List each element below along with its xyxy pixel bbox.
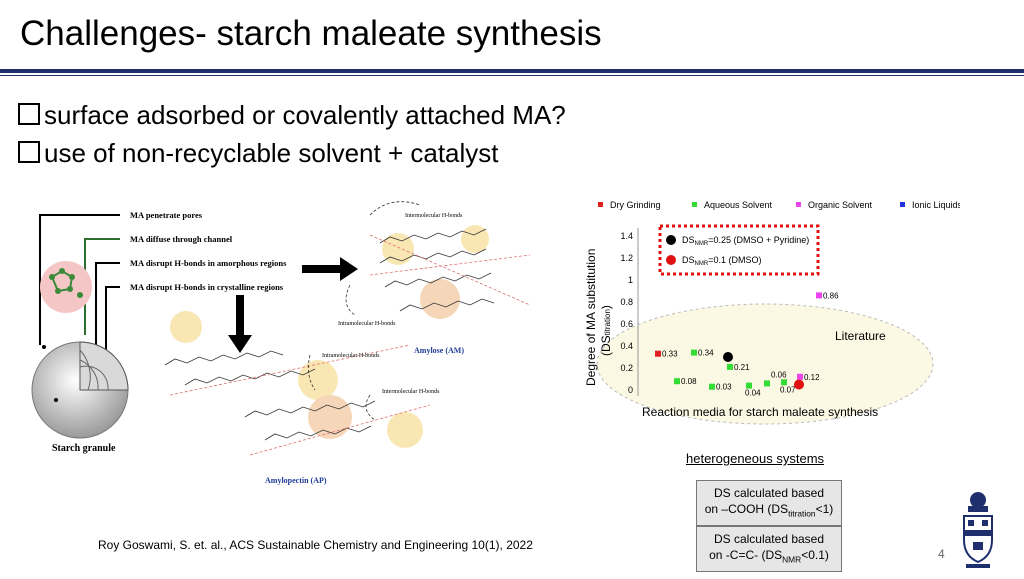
data-label-3: 0.03 (716, 383, 732, 392)
legend-label-3: Ionic Liquids (912, 200, 960, 210)
highlight-red-marker (666, 255, 676, 265)
hbond-label-1: Intermolecular H-bonds (405, 213, 463, 219)
data-label-1: 0.08 (681, 377, 697, 386)
data-point-1 (674, 378, 680, 385)
data-point-5 (746, 382, 752, 389)
title-rule (0, 69, 1024, 73)
ds-titration-line2: on –COOH (DStitration<1) (704, 502, 834, 519)
data-label-5: 0.04 (745, 389, 761, 398)
highlight-legend: DSNMR=0.25 (DMSO + Pyridine) DSNMR=0.1 (… (666, 235, 809, 267)
ds-scatter-chart: Dry Grinding Aqueous Solvent Organic Solve… (584, 200, 960, 425)
bullet-1-text: surface adsorbed or covalently attached … (44, 100, 566, 130)
x-axis-label: Reaction media for starch maleate synthe… (642, 405, 878, 419)
hbond-label-4: Intermolecular H-bonds (382, 389, 440, 395)
y-axis-sublabel: (DStitration) (599, 305, 613, 356)
granule-label: Starch granule (52, 443, 116, 454)
legend-label-0: Dry Grinding (610, 200, 661, 210)
amylopectin-structure (164, 311, 431, 456)
chart-legend: Dry Grinding Aqueous Solvent Organic Solve… (598, 200, 960, 210)
literature-region (596, 303, 934, 425)
data-point-6 (764, 380, 770, 387)
arrow-right-icon (302, 257, 358, 281)
mechanism-label-2: MA diffuse through channel (130, 234, 233, 244)
hbond-label-3: Intramolecular H-bonds (322, 353, 380, 359)
title-rule-thin (0, 75, 1024, 76)
mechanism-label-1: MA penetrate pores (130, 210, 203, 220)
y-tick-label-7: 1.4 (620, 231, 633, 241)
y-tick-label-0: 0 (628, 385, 633, 395)
highlight-box (658, 224, 820, 276)
heterogeneous-label: heterogeneous systems (686, 451, 825, 466)
starch-mechanism-figure: MA penetrate pores MA diffuse through ch… (31, 201, 531, 485)
highlight-black-marker (666, 235, 676, 245)
data-point-8 (797, 373, 803, 380)
y-tick-label-4: 0.8 (620, 297, 633, 307)
bullet-1: surface adsorbed or covalently attached … (18, 100, 566, 131)
y-tick-label-3: 0.6 (620, 319, 633, 329)
citation: Roy Goswami, S. et. al., ACS Sustainable… (98, 538, 533, 552)
data-point-2 (691, 349, 697, 356)
ma-molecule-icon (40, 261, 92, 313)
data-label-9: 0.86 (823, 291, 839, 300)
data-point-9 (816, 292, 822, 299)
hbond-label-2: Intramolecular H-bonds (338, 321, 396, 327)
starch-granule-icon (31, 341, 129, 439)
data-point-3 (709, 383, 715, 390)
university-crest-logo (963, 492, 993, 568)
data-point-7 (781, 379, 787, 386)
y-axis-label: Degree of MA substitution (584, 249, 598, 386)
amylopectin-label: Amylopectin (AP) (265, 476, 327, 485)
data-points: 0.33 0.08 0.34 0.03 0.21 0.04 0.06 0.07 0.12 0.86 (655, 291, 839, 398)
data-label-2: 0.34 (698, 349, 714, 358)
y-tick-label-1: 0.2 (620, 363, 633, 373)
mechanism-labels: MA penetrate pores MA diffuse through ch… (130, 210, 287, 292)
legend-swatch-3 (900, 202, 905, 207)
ds-nmr-line1: DS calculated based (713, 532, 825, 546)
legend-label-2: Organic Solvent (808, 200, 873, 210)
data-label-4: 0.21 (734, 363, 750, 372)
checkbox-icon (18, 103, 40, 125)
amylose-label: Amylose (AM) (414, 346, 464, 355)
bullet-2-text: use of non-recyclable solvent + catalyst (44, 138, 499, 168)
y-tick-labels: 0 0.2 0.4 0.6 0.8 1 1.2 1.4 (620, 231, 633, 395)
arrow-down-icon (228, 295, 252, 353)
ds-nmr-box: DS calculated based on -C=C- (DSNMR<0.1) (696, 526, 842, 573)
ds-titration-box: DS calculated based on –COOH (DStitratio… (696, 480, 842, 527)
legend-swatch-2 (796, 202, 801, 207)
data-label-0: 0.33 (662, 350, 678, 359)
legend-label-1: Aqueous Solvent (704, 200, 773, 210)
amylose-structure (345, 201, 531, 319)
legend-swatch-1 (692, 202, 697, 207)
ds-nmr-line2: on -C=C- (DSNMR<0.1) (709, 548, 829, 565)
highlight-point-1 (794, 379, 804, 390)
page-number: 4 (938, 547, 945, 561)
y-tick-label-2: 0.4 (620, 341, 633, 351)
legend-swatch-0 (598, 202, 603, 207)
highlight-label-1: DSNMR=0.25 (DMSO + Pyridine) (682, 235, 809, 247)
region-label: Literature (835, 329, 886, 343)
slide-title: Challenges- starch maleate synthesis (20, 14, 602, 53)
mechanism-label-3: MA disrupt H-bonds in amorphous regions (130, 258, 287, 268)
data-label-7: 0.07 (780, 385, 796, 394)
ds-titration-line1: DS calculated based (713, 486, 825, 500)
highlight-label-2: DSNMR=0.1 (DMSO) (682, 255, 761, 267)
bullet-2: use of non-recyclable solvent + catalyst (18, 138, 499, 169)
y-tick-label-5: 1 (628, 275, 633, 285)
y-tick-label-6: 1.2 (620, 253, 633, 263)
data-point-4 (727, 363, 733, 370)
data-label-6: 0.06 (771, 370, 787, 379)
checkbox-icon (18, 141, 40, 163)
data-label-8: 0.12 (804, 373, 820, 382)
data-point-0 (655, 350, 661, 357)
mechanism-label-4: MA disrupt H-bonds in crystalline region… (130, 282, 284, 292)
highlight-point-0 (723, 352, 733, 362)
